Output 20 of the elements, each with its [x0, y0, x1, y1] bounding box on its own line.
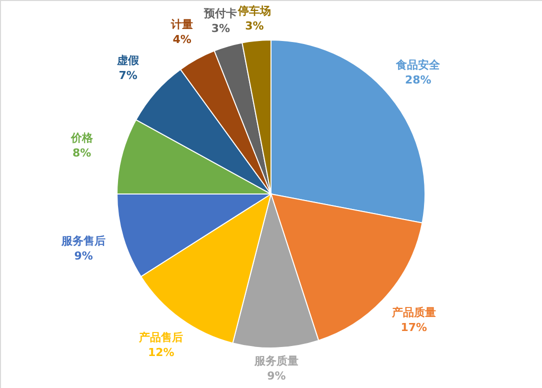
slice-label: 产品质量 [390, 306, 436, 319]
data-label: 28% [404, 73, 432, 86]
data-label: 17% [400, 320, 428, 334]
data-label: 9% [267, 370, 286, 383]
data-label: 9% [74, 249, 93, 262]
slice-label: 服务质量 [253, 354, 298, 368]
slice-label: 产品售后 [138, 331, 184, 344]
data-label: 4% [172, 33, 192, 46]
slice-label: 服务售后 [60, 234, 106, 248]
data-label: 3% [245, 20, 264, 33]
data-label: 8% [72, 146, 92, 160]
slice-label: 食品安全 [395, 58, 442, 72]
slice-label: 预付卡 [203, 7, 238, 20]
slice-label: 计量 [170, 18, 194, 32]
slice-label: 停车场 [236, 4, 271, 18]
slice-label: 价格 [70, 131, 94, 144]
data-label: 12% [148, 346, 174, 360]
data-label: 7% [118, 69, 138, 82]
slice-label: 虚假 [116, 54, 140, 68]
data-label: 3% [211, 22, 230, 36]
